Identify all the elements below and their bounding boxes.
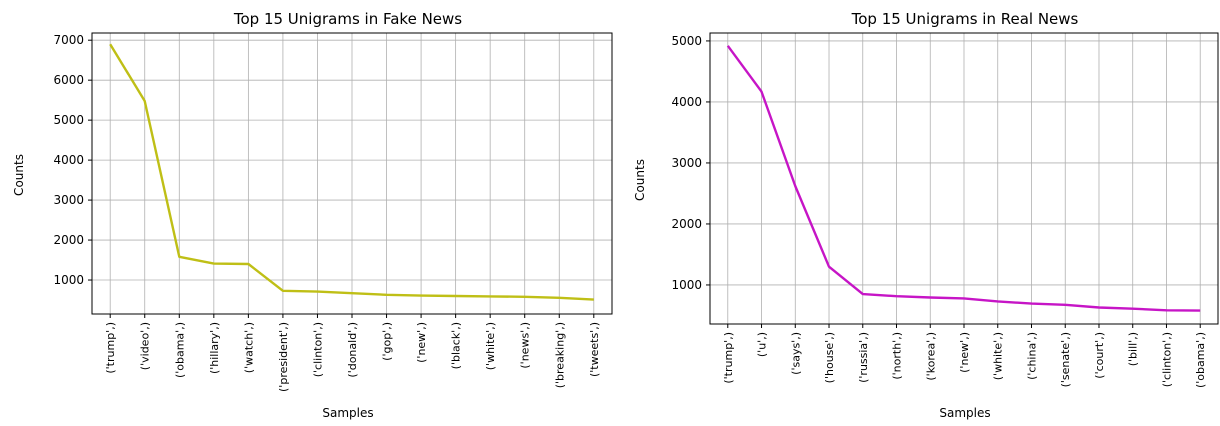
y-tick-label: 2000 (671, 217, 702, 231)
x-tick-label: ('watch',) (242, 322, 255, 373)
x-tick-label: ('china',) (1025, 332, 1038, 380)
x-tick-label: ('gop',) (381, 322, 394, 361)
x-tick-label: ('north',) (891, 332, 904, 380)
x-tick-label: ('clinton',) (1160, 332, 1173, 387)
x-tick-label: ('senate',) (1059, 332, 1072, 387)
x-tick-label: ('hillary',) (208, 322, 221, 374)
y-tick-label: 3000 (53, 193, 84, 207)
grid (710, 33, 1218, 324)
x-tick-label: ('trump',) (722, 332, 735, 384)
y-tick-label: 6000 (53, 73, 84, 87)
x-tick-label: ('trump',) (104, 322, 117, 374)
x-tick-label: ('obama',) (173, 322, 186, 378)
x-tick-label: ('black',) (450, 322, 463, 369)
y-tick-label: 7000 (53, 33, 84, 47)
x-tick-label: ('tweets',) (588, 322, 601, 377)
y-tick-label: 1000 (53, 273, 84, 287)
x-tick-label: ('court',) (1093, 332, 1106, 379)
x-tick-label: ('new',) (415, 322, 428, 363)
y-tick-label: 2000 (53, 233, 84, 247)
x-tick-label: ('house',) (823, 332, 836, 383)
y-tick-label: 5000 (671, 34, 702, 48)
x-tick-label: ('white',) (484, 322, 497, 370)
y-axis-label: Counts (633, 159, 647, 201)
x-tick-label: ('bill',) (1127, 332, 1140, 366)
y-tick-label: 1000 (671, 278, 702, 292)
y-tick-label: 4000 (53, 153, 84, 167)
x-tick-label: ('obama',) (1194, 332, 1207, 388)
y-tick-label: 5000 (53, 113, 84, 127)
grid (92, 33, 612, 314)
chart-title: Top 15 Unigrams in Fake News (233, 10, 462, 28)
x-tick-label: ('breaking',) (553, 322, 566, 388)
x-axis-label: Samples (322, 406, 373, 420)
x-tick-label: ('white',) (992, 332, 1005, 380)
x-tick-label: ('video',) (139, 322, 152, 370)
y-axis-label: Counts (12, 154, 26, 196)
x-tick-label: ('russia',) (857, 332, 870, 383)
y-tick-label: 3000 (671, 156, 702, 170)
x-tick-label: ('clinton',) (311, 322, 324, 377)
chart-fake-news: Top 15 Unigrams in Fake News Samples Cou… (12, 10, 612, 420)
x-tick-label: ('donald',) (346, 322, 359, 378)
x-tick-label: ('says',) (789, 332, 802, 375)
chart-title: Top 15 Unigrams in Real News (851, 10, 1079, 28)
x-tick-label: ('new',) (958, 332, 971, 373)
x-tick-label: ('news',) (519, 322, 532, 369)
chart-real-news: Top 15 Unigrams in Real News Samples Cou… (633, 10, 1218, 420)
x-tick-label: ('u',) (756, 332, 769, 357)
x-axis-label: Samples (939, 406, 990, 420)
y-tick-label: 4000 (671, 95, 702, 109)
x-tick-label: ('korea',) (924, 332, 937, 381)
x-tick-label: ('president',) (277, 322, 290, 392)
